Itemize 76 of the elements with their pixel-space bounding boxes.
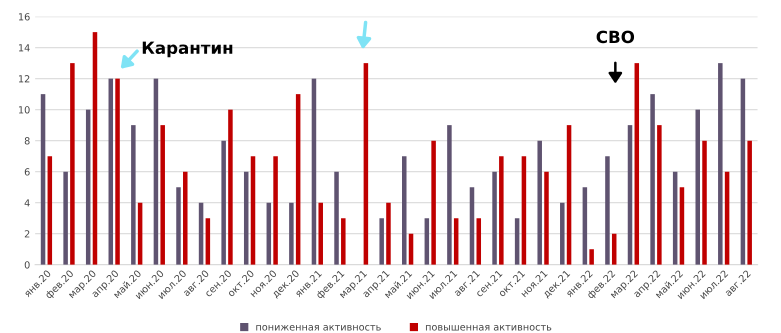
bar <box>680 187 684 265</box>
bar <box>379 218 384 265</box>
annotation: СВО <box>596 30 634 44</box>
bar <box>408 234 414 265</box>
bar <box>296 94 300 265</box>
bar <box>228 110 233 265</box>
bar <box>40 94 46 265</box>
bar <box>431 140 436 265</box>
bar <box>582 187 588 265</box>
y-tick-label: 14 <box>18 44 30 52</box>
bar <box>628 125 632 265</box>
bar <box>634 63 640 265</box>
bar <box>454 218 458 265</box>
bar <box>108 78 114 265</box>
bar <box>560 202 565 265</box>
bar <box>612 234 616 265</box>
bar <box>183 172 188 265</box>
bar <box>702 140 707 265</box>
bar <box>244 172 248 265</box>
bar <box>424 218 430 265</box>
bar <box>154 78 158 265</box>
bar <box>724 172 730 265</box>
bar <box>476 218 482 265</box>
y-tick-label: 8 <box>24 137 30 145</box>
bar <box>589 249 594 265</box>
bar <box>273 156 278 265</box>
bar <box>537 140 542 265</box>
bar <box>605 156 610 265</box>
bar <box>70 63 75 265</box>
bar <box>289 202 294 265</box>
bar <box>470 187 474 265</box>
bar <box>566 125 572 265</box>
bar <box>740 78 746 265</box>
bar <box>312 78 316 265</box>
y-tick-label: 4 <box>24 199 30 206</box>
bar <box>86 110 90 265</box>
bar <box>266 202 272 265</box>
bar <box>544 172 549 265</box>
bar <box>318 202 323 265</box>
bar <box>48 156 52 265</box>
bar <box>221 140 226 265</box>
bar <box>341 218 346 265</box>
bar <box>695 110 700 265</box>
bar <box>492 172 497 265</box>
bar <box>63 172 68 265</box>
bar <box>718 63 723 265</box>
bar <box>657 125 662 265</box>
bar <box>115 78 120 265</box>
bar <box>131 125 136 265</box>
bar <box>334 172 339 265</box>
bar <box>198 202 204 265</box>
bar <box>672 172 678 265</box>
bar <box>447 125 452 265</box>
bar <box>250 156 256 265</box>
y-tick-label: 2 <box>24 230 30 238</box>
bar <box>386 202 391 265</box>
y-tick-label: 10 <box>18 106 30 114</box>
bar <box>364 63 368 265</box>
y-tick-label: 0 <box>24 261 30 269</box>
bar <box>206 218 210 265</box>
annotation: Карантин <box>142 42 232 58</box>
bar <box>176 187 181 265</box>
bar <box>747 140 752 265</box>
bar <box>514 218 520 265</box>
bar <box>92 32 98 265</box>
y-tick-label: 6 <box>24 168 30 176</box>
legend-label: повышенная активность <box>426 325 552 331</box>
bar <box>499 156 504 265</box>
bar <box>138 202 142 265</box>
y-tick-label: 16 <box>18 13 30 20</box>
bar <box>650 94 655 265</box>
bar <box>402 156 407 265</box>
bar <box>522 156 526 265</box>
y-tick-label: 12 <box>18 75 30 82</box>
bar <box>160 125 165 265</box>
legend-label: пониженная активность <box>256 325 381 331</box>
